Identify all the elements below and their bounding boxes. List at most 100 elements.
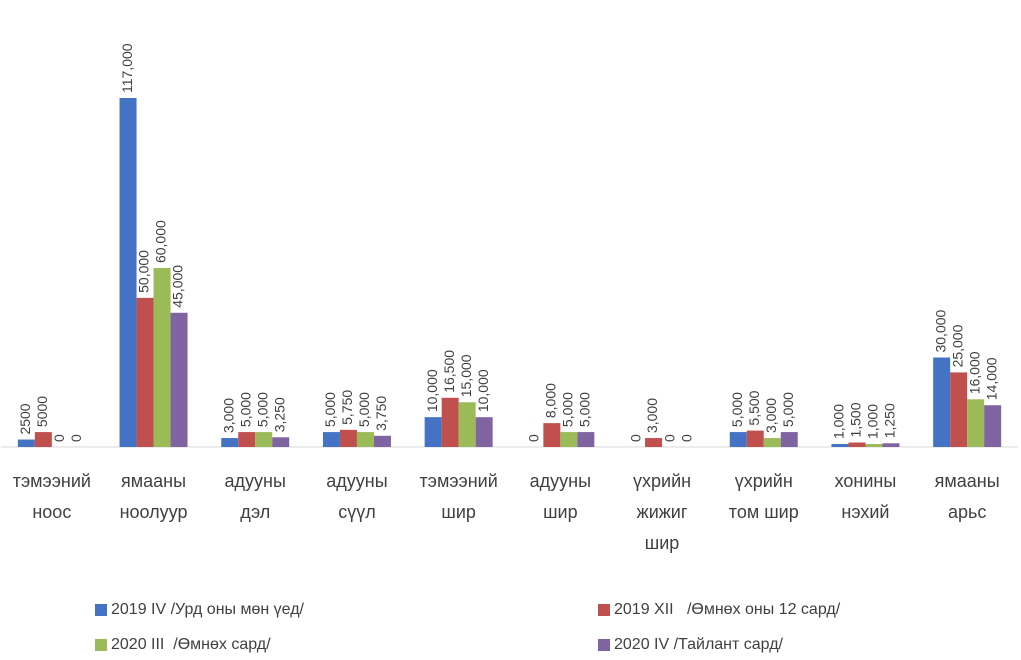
legend-swatch <box>598 639 610 651</box>
bar <box>322 432 340 447</box>
bar <box>136 297 154 447</box>
value-label: 3,000 <box>220 398 236 433</box>
bar <box>458 402 476 447</box>
value-label: 5,000 <box>780 392 796 427</box>
value-label: 0 <box>627 434 643 442</box>
x-tick-label: ноолуур <box>120 502 188 522</box>
legend-label: 2019 XII /Өмнөх оны 12 сард/ <box>614 601 841 618</box>
bar <box>119 98 137 447</box>
x-tick-label: адууны <box>326 471 387 491</box>
value-label: 1,250 <box>882 403 898 438</box>
value-label: 0 <box>51 434 67 442</box>
bar <box>560 432 578 447</box>
value-label: 3,000 <box>763 398 779 433</box>
value-label: 1,000 <box>831 404 847 439</box>
value-label: 0 <box>526 434 542 442</box>
x-tick-label: том шир <box>729 502 799 522</box>
x-tick-label: үхрийн <box>735 471 793 491</box>
value-label: 5,000 <box>254 392 270 427</box>
legend-swatch <box>95 639 107 651</box>
legend-swatch <box>95 604 107 616</box>
legend-label: 2020 III /Өмнөх сард/ <box>111 636 271 653</box>
x-tick-label: үхрийн <box>633 471 691 491</box>
x-tick-label: адууны <box>225 471 286 491</box>
x-tick-label: сүүл <box>338 502 376 522</box>
value-label: 5,500 <box>746 390 762 425</box>
bar <box>153 268 171 447</box>
value-label: 1,000 <box>865 404 881 439</box>
value-label: 10,000 <box>475 369 491 412</box>
value-label: 15,000 <box>458 354 474 397</box>
x-tick-label: ямааны <box>935 471 1000 491</box>
x-tick-label: тэмээний <box>13 471 91 491</box>
bar <box>729 432 747 447</box>
value-label: 3,000 <box>644 398 660 433</box>
value-label: 16,000 <box>966 351 982 394</box>
bar <box>221 438 239 447</box>
x-tick-label: шир <box>441 502 476 522</box>
x-tick-label: арьс <box>948 502 986 522</box>
bar <box>848 442 866 447</box>
bar <box>543 423 561 447</box>
value-label: 50,000 <box>136 250 152 293</box>
value-label: 60,000 <box>153 220 169 263</box>
value-label: 117,000 <box>119 43 135 93</box>
value-label: 30,000 <box>932 309 948 352</box>
x-tick-label: тэмээний <box>420 471 498 491</box>
x-tick-label: хонины <box>835 471 897 491</box>
value-label: 5,000 <box>577 392 593 427</box>
bar <box>238 432 256 447</box>
value-label: 10,000 <box>424 369 440 412</box>
value-label: 1,500 <box>848 402 864 437</box>
value-label: 8,000 <box>543 383 559 418</box>
x-tick-label: ноос <box>32 502 71 522</box>
value-label: 5,750 <box>339 390 355 425</box>
value-label: 5,000 <box>729 392 745 427</box>
value-label: 45,000 <box>170 265 186 308</box>
x-tick-label: шир <box>543 502 578 522</box>
value-label: 5,000 <box>237 392 253 427</box>
bar <box>577 432 595 447</box>
bar <box>780 432 798 447</box>
value-label: 2500 <box>17 403 33 434</box>
bar <box>272 437 290 447</box>
bar <box>356 432 374 447</box>
value-label: 5000 <box>34 396 50 427</box>
value-label: 5,000 <box>322 392 338 427</box>
bar <box>865 444 883 447</box>
bar <box>645 438 663 447</box>
x-tick-label: нэхий <box>841 502 889 522</box>
bar <box>34 432 52 447</box>
legend-swatch <box>598 604 610 616</box>
bar <box>170 312 188 447</box>
value-label: 3,750 <box>373 396 389 431</box>
value-label: 14,000 <box>983 357 999 400</box>
value-label: 0 <box>661 434 677 442</box>
bar <box>339 429 357 447</box>
bar <box>984 405 1002 447</box>
value-label: 16,500 <box>441 350 457 393</box>
legend-label: 2019 IV /Урд оны мөн үед/ <box>111 601 305 618</box>
value-label: 0 <box>678 434 694 442</box>
x-tick-label: шир <box>645 533 680 553</box>
x-tick-label: адууны <box>530 471 591 491</box>
bar <box>933 357 951 447</box>
value-label: 25,000 <box>949 324 965 367</box>
bar <box>373 435 391 447</box>
bar <box>17 439 35 447</box>
value-label: 0 <box>68 434 84 442</box>
bar <box>882 443 900 447</box>
x-tick-label: жижиг <box>637 502 688 522</box>
value-label: 5,000 <box>560 392 576 427</box>
bar <box>831 444 849 447</box>
bar <box>950 372 968 447</box>
bar <box>424 417 442 447</box>
bar <box>441 397 459 447</box>
x-tick-label: ямааны <box>121 471 186 491</box>
bar <box>746 430 764 447</box>
value-label: 5,000 <box>356 392 372 427</box>
legend-label: 2020 IV /Тайлант сард/ <box>614 636 784 653</box>
x-tick-label: дэл <box>240 502 270 522</box>
